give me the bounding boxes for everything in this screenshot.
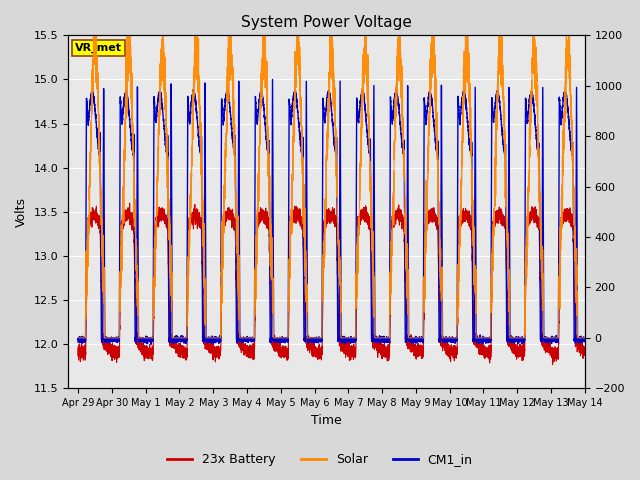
Legend: 23x Battery, Solar, CM1_in: 23x Battery, Solar, CM1_in	[163, 448, 477, 471]
Y-axis label: Volts: Volts	[15, 197, 28, 227]
Text: VR_met: VR_met	[75, 43, 122, 53]
X-axis label: Time: Time	[311, 414, 342, 427]
Title: System Power Voltage: System Power Voltage	[241, 15, 412, 30]
